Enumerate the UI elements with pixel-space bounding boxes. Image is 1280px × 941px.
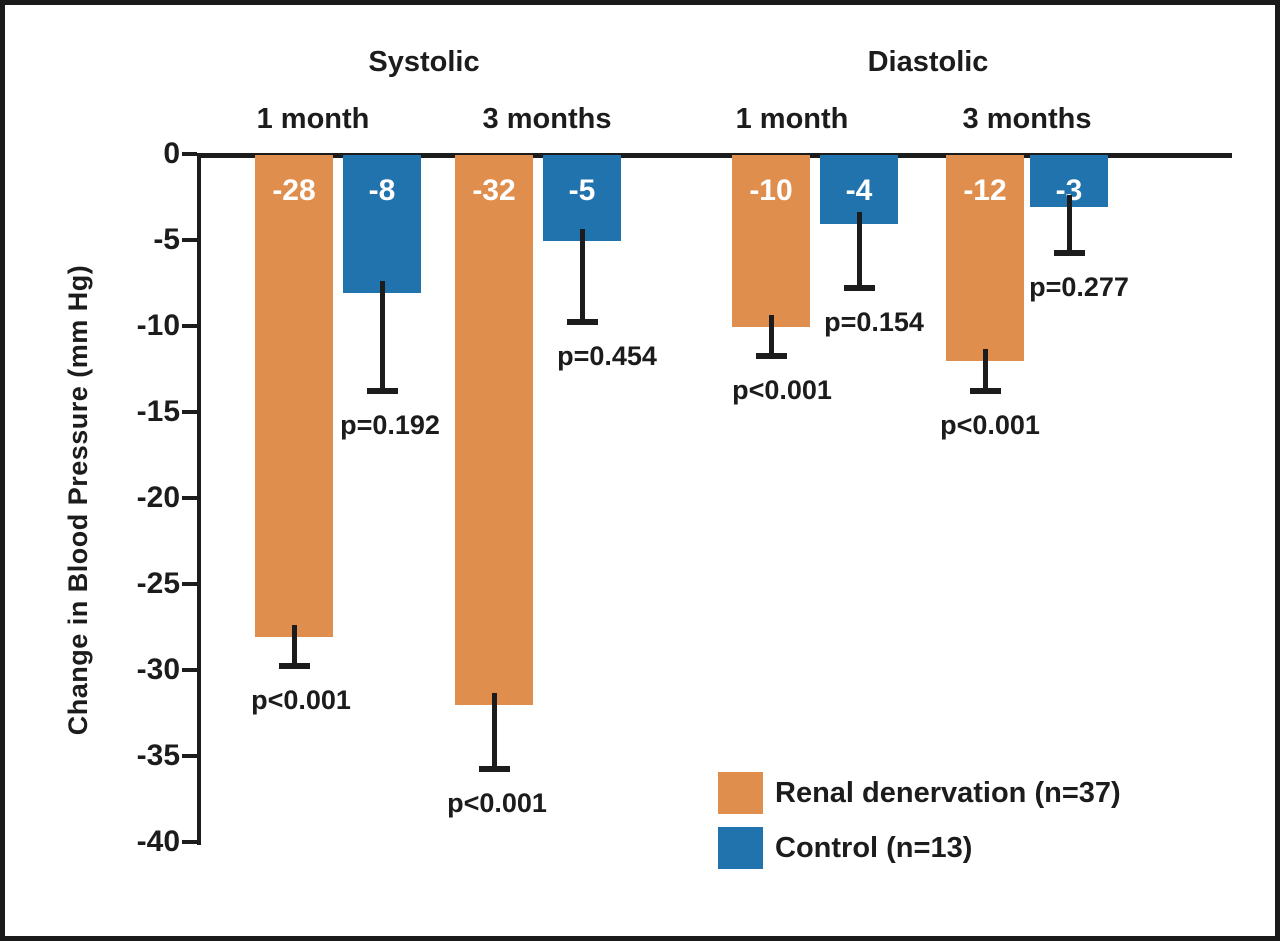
- p-value-label: p<0.001: [447, 788, 547, 819]
- error-whisker: [492, 693, 497, 773]
- error-whisker: [380, 280, 385, 394]
- error-cap: [479, 766, 510, 773]
- error-whisker: [1067, 194, 1072, 257]
- bar: [343, 155, 421, 293]
- p-value-label: p=0.277: [1029, 272, 1129, 303]
- error-cap: [756, 353, 787, 360]
- y-tick: [182, 840, 197, 844]
- bar: [543, 155, 621, 241]
- error-cap: [844, 284, 875, 291]
- error-whisker: [292, 624, 297, 669]
- p-value-label: p<0.001: [251, 685, 351, 715]
- error-cap: [367, 387, 398, 394]
- bar-value-label: -10: [749, 174, 793, 207]
- error-whisker: [769, 315, 774, 360]
- error-cap: [279, 663, 310, 669]
- group-label: 3 months: [962, 103, 1092, 135]
- y-tick: [182, 496, 197, 500]
- legend-label: Control (n=13): [775, 832, 973, 864]
- y-tick-label: -35: [136, 739, 180, 772]
- y-tick-label: -10: [136, 309, 180, 342]
- bar-value-label: -4: [845, 174, 873, 207]
- bar-value-label: -12: [963, 174, 1007, 207]
- error-whisker: [857, 211, 862, 291]
- y-tick-label: -20: [136, 481, 180, 514]
- bar: [255, 155, 333, 637]
- bar-value-label: -28: [272, 174, 316, 207]
- zero-line: [197, 153, 1232, 158]
- bar-value-label: -8: [368, 174, 396, 207]
- error-cap: [970, 387, 1001, 394]
- y-tick: [182, 238, 197, 242]
- y-tick-label: -15: [136, 395, 180, 428]
- p-value-label: p=0.192: [340, 409, 440, 440]
- y-tick: [182, 410, 197, 414]
- group-label: 1 month: [735, 103, 849, 135]
- section-header: Diastolic: [867, 46, 989, 78]
- y-axis-title: Change in Blood Pressure (mm Hg): [63, 264, 93, 736]
- y-tick-label: -40: [136, 825, 180, 858]
- error-cap: [567, 319, 598, 325]
- legend-label: Renal denervation (n=37): [775, 777, 1121, 809]
- bar: [732, 155, 810, 327]
- error-whisker: [580, 229, 585, 325]
- y-tick: [182, 668, 197, 672]
- error-cap: [1054, 250, 1085, 257]
- bar: [455, 155, 533, 706]
- legend-swatch: [718, 827, 763, 869]
- y-tick-label: -5: [153, 223, 180, 256]
- group-label: 3 months: [482, 103, 612, 135]
- bar-value-label: -5: [568, 174, 596, 207]
- y-tick: [182, 754, 197, 758]
- y-tick-label: 0: [163, 137, 180, 170]
- y-tick: [182, 582, 197, 586]
- y-tick: [182, 324, 197, 328]
- p-value-label: p=0.454: [557, 341, 657, 371]
- bar-value-label: -32: [472, 174, 516, 207]
- section-header: Systolic: [368, 46, 480, 78]
- p-value-label: p<0.001: [940, 409, 1040, 440]
- error-whisker: [983, 349, 988, 394]
- y-tick-label: -25: [136, 567, 180, 600]
- y-axis-line: [197, 153, 201, 845]
- p-value-label: p<0.001: [732, 375, 832, 406]
- y-tick: [182, 152, 197, 156]
- p-value-label: p=0.154: [824, 306, 924, 337]
- y-tick-label: -30: [136, 653, 180, 686]
- bar: [946, 155, 1024, 362]
- legend-swatch: [718, 772, 763, 814]
- group-label: 1 month: [256, 103, 370, 135]
